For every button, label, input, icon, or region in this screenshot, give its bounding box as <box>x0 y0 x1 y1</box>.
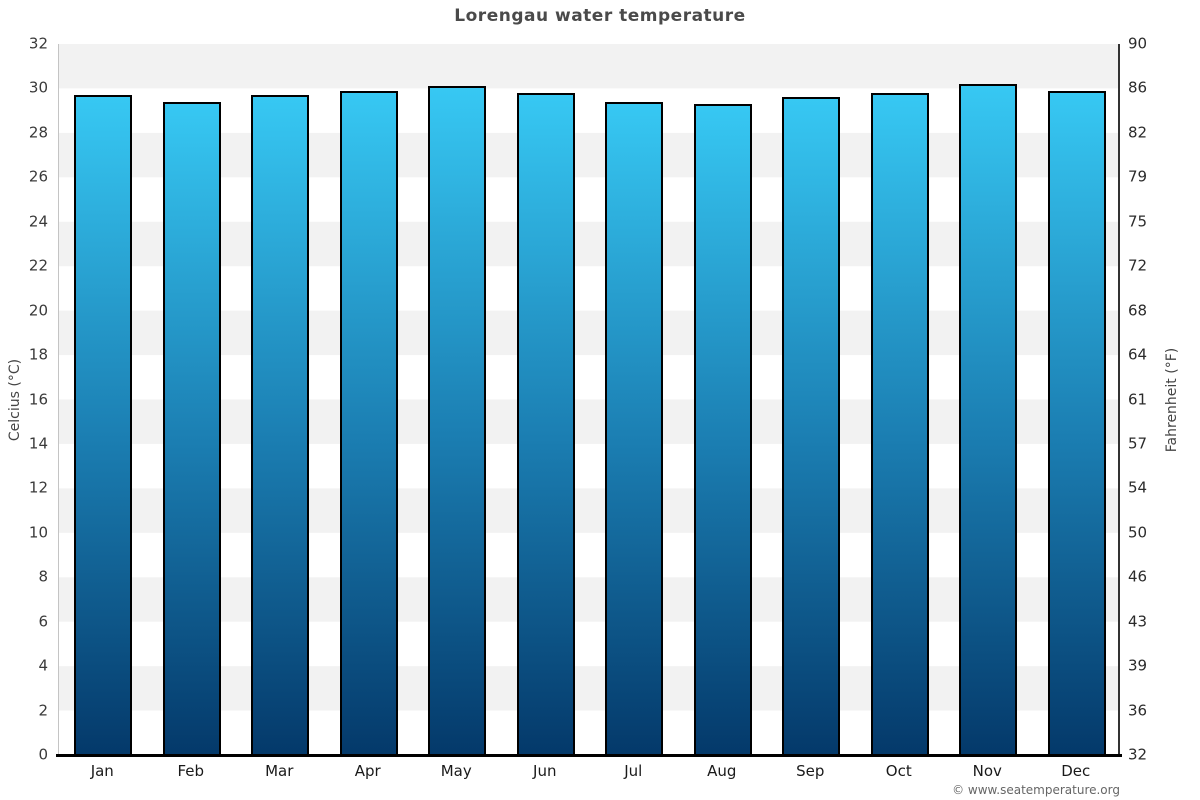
x-tick-label: Feb <box>177 762 205 780</box>
y-tick-label-fahrenheit: 75 <box>1128 212 1148 231</box>
x-tick-label: Aug <box>707 762 737 780</box>
y-tick-label-celsius: 6 <box>38 612 48 631</box>
y-tick-label-fahrenheit: 57 <box>1128 434 1148 453</box>
y-tick-label-fahrenheit: 68 <box>1128 301 1148 320</box>
bar-dec <box>1047 90 1106 755</box>
y-tick-label-fahrenheit: 64 <box>1128 345 1148 364</box>
y-tick-label-celsius: 28 <box>28 123 48 142</box>
y-tick-label-celsius: 2 <box>38 701 48 720</box>
x-tick-label: Dec <box>1061 762 1091 780</box>
y-tick-label-celsius: 24 <box>28 212 48 231</box>
y-tick-label-celsius: 10 <box>28 523 48 542</box>
bar-aug <box>693 104 752 755</box>
y-tick-label-celsius: 30 <box>28 78 48 97</box>
y-tick-label-celsius: 4 <box>38 656 48 675</box>
y-tick-label-fahrenheit: 39 <box>1128 656 1148 675</box>
y-tick-label-fahrenheit: 72 <box>1128 256 1148 275</box>
bar-jun <box>516 92 575 755</box>
y-tick-label-fahrenheit: 90 <box>1128 34 1148 53</box>
x-tick-label: Sep <box>796 762 825 780</box>
y-tick-label-fahrenheit: 86 <box>1128 78 1148 97</box>
x-tick-label: May <box>440 762 472 780</box>
y-tick-label-fahrenheit: 79 <box>1128 167 1148 186</box>
bar-nov <box>959 84 1018 755</box>
y-tick-label-fahrenheit: 36 <box>1128 701 1148 720</box>
x-tick-label: Mar <box>265 762 294 780</box>
bar-mar <box>251 95 310 755</box>
x-tick-label: Jan <box>90 762 114 780</box>
y-tick-label-celsius: 20 <box>28 301 48 320</box>
y-tick-label-fahrenheit: 61 <box>1128 390 1148 408</box>
y-tick-label-celsius: 14 <box>28 434 48 453</box>
bar-oct <box>870 92 929 755</box>
y-tick-label-fahrenheit: 82 <box>1128 123 1148 142</box>
x-tick-label: Apr <box>354 762 381 780</box>
x-tick-label: Oct <box>885 762 912 780</box>
bar-apr <box>339 90 398 755</box>
copyright-text: © www.seatemperature.org <box>952 783 1120 797</box>
x-axis-line <box>56 754 1122 757</box>
plot-area <box>58 44 1120 755</box>
bar-feb <box>162 101 221 755</box>
y-tick-label-celsius: 32 <box>28 34 48 53</box>
y-tick-label-fahrenheit: 50 <box>1128 523 1148 542</box>
y-tick-label-celsius: 0 <box>38 745 48 764</box>
x-tick-label: Jun <box>533 762 557 780</box>
y-tick-label-celsius: 8 <box>38 567 48 586</box>
x-tick-label: Nov <box>972 762 1002 780</box>
y-tick-label-celsius: 16 <box>28 390 48 408</box>
bar-may <box>428 86 487 755</box>
bar-jul <box>605 101 664 755</box>
chart-title: Lorengau water temperature <box>454 6 746 26</box>
bar-jan <box>74 95 133 755</box>
y-tick-label-fahrenheit: 32 <box>1128 745 1148 764</box>
y-tick-label-celsius: 26 <box>28 167 48 186</box>
y-tick-label-celsius: 12 <box>28 478 48 497</box>
y-tick-label-fahrenheit: 43 <box>1128 612 1148 631</box>
y-tick-label-celsius: 18 <box>28 345 48 364</box>
bar-sep <box>782 97 841 755</box>
y-tick-label-celsius: 22 <box>28 256 48 275</box>
y-tick-label-fahrenheit: 54 <box>1128 478 1148 497</box>
x-tick-label: Jul <box>624 762 643 780</box>
y-tick-label-fahrenheit: 46 <box>1128 567 1148 586</box>
